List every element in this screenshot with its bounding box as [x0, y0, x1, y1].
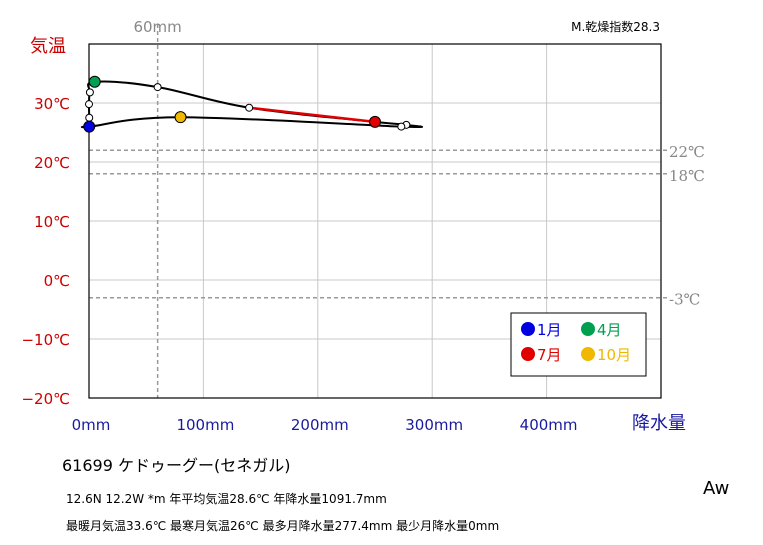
temp-threshold-label: 18℃	[669, 167, 705, 185]
y-tick-label: 30℃	[34, 95, 70, 113]
month-marker	[88, 75, 101, 88]
legend-box	[510, 312, 647, 377]
y-tick-label: −20℃	[21, 390, 70, 408]
y-axis-title: 気温	[30, 36, 66, 57]
legend-marker	[521, 347, 535, 361]
x-tick-label: 400mm	[520, 416, 578, 434]
y-tick-label: 10℃	[34, 213, 70, 231]
dryness-index-label: M.乾燥指数28.3	[571, 19, 660, 34]
month-marker	[83, 120, 96, 133]
legend-label: 4月	[597, 321, 622, 339]
month-marker	[369, 115, 381, 128]
month-point	[85, 88, 94, 97]
month-point	[85, 113, 94, 122]
y-tick-label: 20℃	[34, 154, 70, 172]
month-point	[397, 122, 406, 131]
station-stats-line-2: 最暖月気温33.6℃ 最寒月気温26℃ 最多月降水量277.4mm 最少月降水量…	[66, 519, 500, 533]
legend-label: 7月	[537, 346, 562, 364]
x-tick-label: 200mm	[291, 416, 349, 434]
plot-frame	[88, 43, 662, 399]
month-point	[85, 100, 93, 109]
climate-class-label: Aw	[703, 478, 730, 499]
legend-label: 1月	[537, 321, 562, 339]
x-tick-label: 100mm	[176, 416, 234, 434]
legend-marker	[581, 322, 595, 336]
y-tick-label: 0℃	[44, 272, 70, 290]
temp-threshold-label: 22℃	[669, 143, 705, 161]
station-name: 61699 ケドゥーグー(セネガル)	[62, 456, 291, 475]
legend-marker	[581, 347, 595, 361]
station-stats-line-1: 12.6N 12.2W *m 年平均気温28.6℃ 年降水量1091.7mm	[66, 492, 387, 506]
legend-marker	[521, 322, 535, 336]
y-tick-label: −10℃	[21, 331, 70, 349]
x-axis-title: 降水量	[632, 413, 686, 434]
dry-threshold-label: 60mm	[133, 18, 181, 36]
highlight-segment	[249, 106, 376, 124]
month-marker	[174, 111, 187, 124]
temp-threshold-label: -3℃	[669, 291, 700, 309]
x-tick-label: 0mm	[72, 416, 111, 434]
legend-label: 10月	[597, 346, 631, 364]
x-tick-label: 300mm	[405, 416, 463, 434]
month-point	[153, 83, 162, 92]
month-point	[245, 103, 254, 112]
